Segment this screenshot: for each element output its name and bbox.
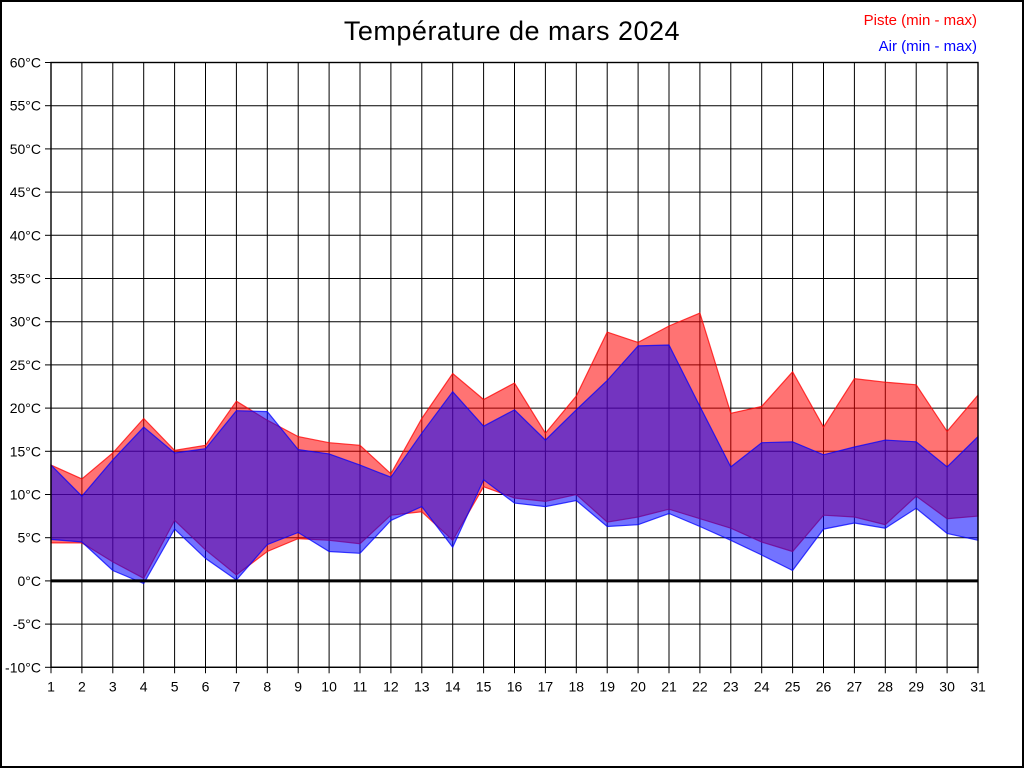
y-tick-label: -5°C: [13, 616, 41, 632]
x-tick-label: 7: [233, 678, 241, 694]
y-tick-label: 45°C: [10, 184, 41, 200]
x-tick-label: 6: [202, 678, 210, 694]
x-tick-label: 14: [445, 678, 461, 694]
grid: [50, 62, 979, 668]
x-tick-label: 28: [878, 678, 894, 694]
x-tick-label: 3: [109, 678, 117, 694]
x-tick-label: 16: [507, 678, 523, 694]
y-tick-label: 20°C: [10, 400, 41, 416]
x-tick-label: 20: [630, 678, 646, 694]
x-tick-label: 25: [785, 678, 801, 694]
x-tick-label: 15: [476, 678, 492, 694]
x-tick-label: 1: [47, 678, 55, 694]
y-tick-label: 50°C: [10, 141, 41, 157]
x-tick-label: 9: [294, 678, 302, 694]
x-tick-label: 2: [78, 678, 86, 694]
x-tick-label: 4: [140, 678, 148, 694]
x-tick-label: 31: [970, 678, 986, 694]
x-tick-label: 12: [383, 678, 399, 694]
x-tick-label: 19: [599, 678, 615, 694]
legend-entry-air: Air (min - max): [878, 38, 977, 55]
x-tick-label: 5: [171, 678, 179, 694]
x-tick-label: 29: [908, 678, 924, 694]
y-tick-label: 35°C: [10, 271, 41, 287]
y-tick-label: -10°C: [5, 659, 41, 675]
y-tick-label: 60°C: [10, 55, 41, 71]
x-tick-label: 10: [321, 678, 337, 694]
y-tick-label: 55°C: [10, 98, 41, 114]
x-tick-label: 11: [353, 678, 368, 694]
y-tick-label: 25°C: [10, 357, 41, 373]
x-tick-label: 18: [569, 678, 585, 694]
y-tick-label: 0°C: [18, 573, 42, 589]
legend: Piste (min - max) Air (min - max): [864, 8, 977, 60]
legend-entry-piste: Piste (min - max): [863, 12, 977, 29]
axis-labels: 60°C55°C50°C45°C40°C35°C30°C25°C20°C15°C…: [5, 55, 986, 695]
x-tick-label: 13: [414, 678, 430, 694]
x-tick-label: 8: [263, 678, 271, 694]
x-tick-label: 24: [754, 678, 770, 694]
x-tick-label: 21: [661, 678, 677, 694]
y-tick-label: 30°C: [10, 314, 41, 330]
y-tick-label: 40°C: [10, 227, 41, 243]
chart-title: Température de mars 2024: [343, 16, 681, 46]
x-tick-label: 23: [723, 678, 739, 694]
x-tick-label: 30: [939, 678, 955, 694]
y-tick-label: 10°C: [10, 487, 41, 503]
y-tick-label: 15°C: [10, 443, 41, 459]
x-tick-label: 27: [847, 678, 863, 694]
x-tick-label: 26: [816, 678, 832, 694]
axis-ticks: [45, 62, 979, 674]
y-tick-label: 5°C: [18, 530, 42, 546]
x-tick-label: 17: [538, 678, 554, 694]
x-tick-label: 22: [692, 678, 708, 694]
